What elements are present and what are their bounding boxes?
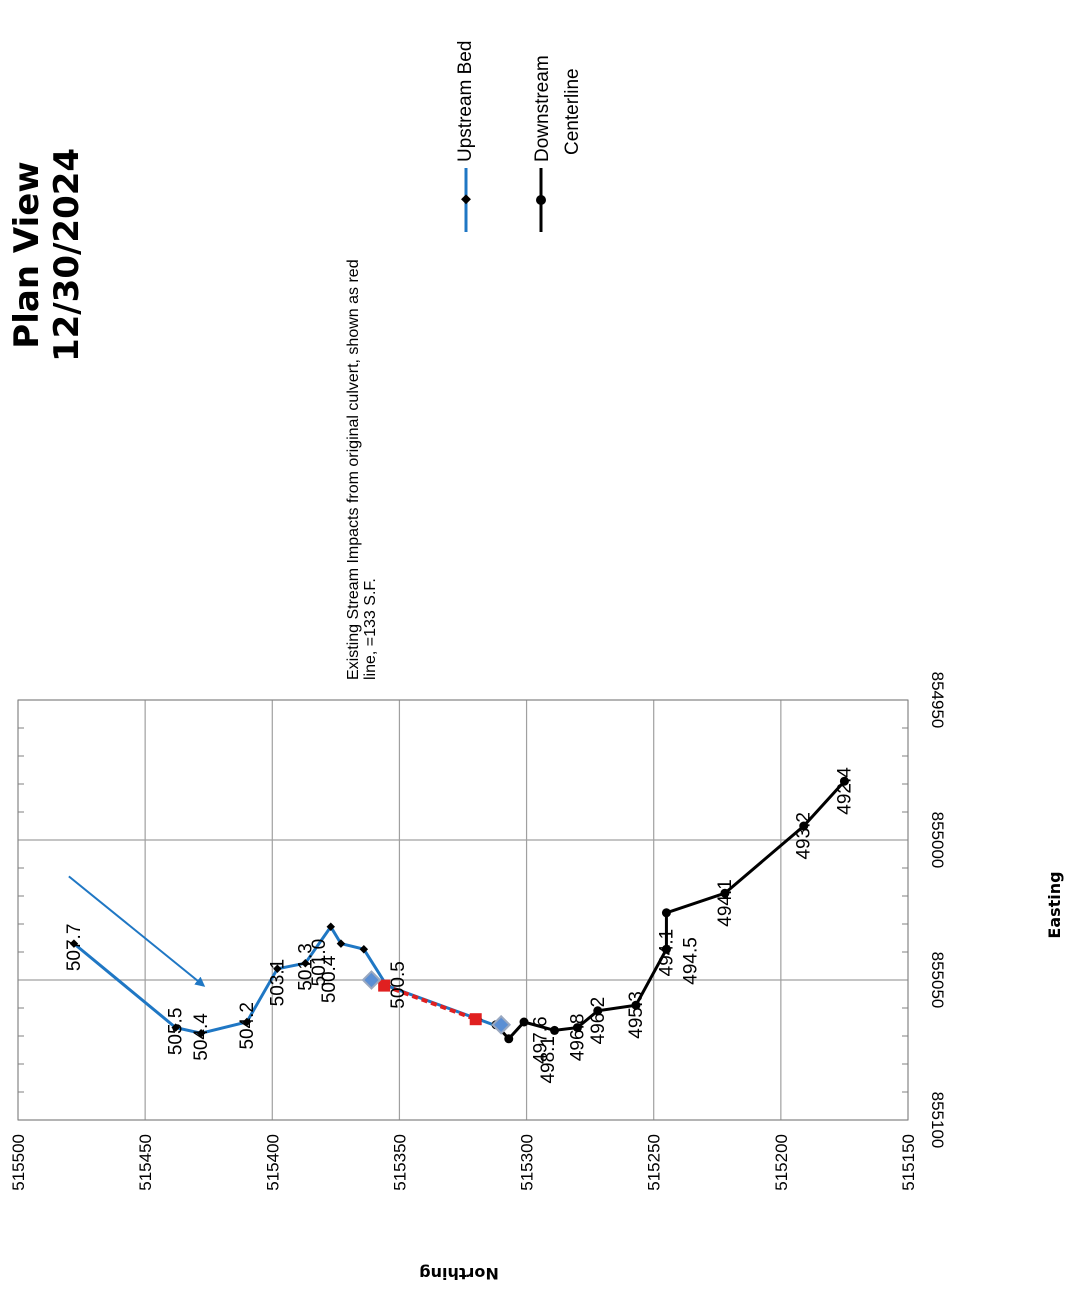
data-label: 494.5 <box>680 937 701 985</box>
chart-title-line-1: Plan View <box>7 161 47 348</box>
y-axis-title: Easting <box>1045 871 1064 938</box>
plot-area <box>17 699 909 1121</box>
y-tick-label: 854950 <box>928 672 947 729</box>
data-label: 494.1 <box>656 929 677 977</box>
data-point <box>326 922 336 932</box>
legend-label-upstream: Upstream Bed <box>455 41 476 162</box>
data-label: 496.8 <box>567 1014 588 1062</box>
legend-entry-upstream-bed: Upstream Bed <box>455 41 476 232</box>
data-label: 494.1 <box>715 879 736 927</box>
culvert-end-marker <box>361 970 382 990</box>
tick-labels: 515500 515450 515400 515350 515300 515250 5152… <box>9 672 947 1191</box>
x-tick-label: 515450 <box>136 1134 155 1191</box>
legend-marker-upstream <box>461 194 471 205</box>
x-tick-label: 515300 <box>518 1134 537 1191</box>
data-label: 500.4 <box>319 955 340 1003</box>
data-label: 493.2 <box>794 812 815 860</box>
data-point <box>469 1013 482 1026</box>
data-label: 497.6 <box>531 1016 552 1064</box>
data-point <box>799 821 809 831</box>
data-label: 501.3 <box>295 943 316 991</box>
culvert-end-marker <box>491 1014 512 1035</box>
x-tick-label: 515200 <box>772 1134 791 1191</box>
data-label: 503.1 <box>267 959 288 1007</box>
data-label: 505.5 <box>166 1008 187 1056</box>
legend: Upstream Bed Downstream Centerline <box>455 41 583 232</box>
legend-entry-downstream-centerline: Downstream Centerline <box>532 55 583 232</box>
data-point <box>273 964 282 974</box>
flow-direction-arrow <box>68 875 206 987</box>
x-tick-label: 515150 <box>899 1134 918 1191</box>
data-point <box>839 776 849 786</box>
data-point <box>519 1017 529 1027</box>
series-line-2 <box>383 983 477 1022</box>
data-point <box>720 888 730 898</box>
data-point <box>301 958 310 968</box>
series-line-1 <box>494 780 846 1042</box>
data-point <box>504 1034 514 1044</box>
y-tick-label: 855100 <box>928 1092 947 1149</box>
data-label: 500.5 <box>388 961 409 1009</box>
data-label: 507.7 <box>64 924 85 972</box>
y-tick-label: 855050 <box>928 952 947 1009</box>
grid <box>17 699 909 1121</box>
data-label: 496.2 <box>588 997 609 1045</box>
legend-label-downstream-1: Downstream <box>532 55 553 162</box>
data-point <box>378 979 391 992</box>
data-label: 501.0 <box>309 939 330 987</box>
data-point <box>593 1006 603 1016</box>
data-point <box>631 1000 641 1010</box>
y-tick-label: 855000 <box>928 812 947 869</box>
impact-annotation: Existing Stream Impacts from original cu… <box>345 259 379 680</box>
data-label: 492.4 <box>834 767 855 815</box>
x-tick-label: 515400 <box>263 1134 282 1191</box>
x-axis-title: Northing <box>419 1264 499 1283</box>
data-point <box>661 944 671 954</box>
x-tick-label: 515250 <box>645 1134 664 1191</box>
data-point <box>336 939 346 948</box>
series-line-0 <box>72 924 502 1035</box>
series-layer <box>68 776 849 1044</box>
data-point <box>661 908 671 918</box>
data-point <box>359 944 369 954</box>
legend-label-downstream-2: Centerline <box>562 68 583 155</box>
data-label: 504.4 <box>191 1013 212 1061</box>
x-tick-label: 515350 <box>390 1134 409 1191</box>
data-point <box>572 1023 582 1033</box>
annotation-line-1: Existing Stream Impacts from original cu… <box>345 259 362 680</box>
data-label: 504.2 <box>237 1002 258 1050</box>
data-label: 498.1 <box>538 1036 559 1084</box>
chart-title: Plan View 12/30/2024 <box>7 148 87 362</box>
chart-title-line-2: 12/30/2024 <box>47 148 87 362</box>
data-point <box>550 1025 560 1035</box>
x-tick-label: 515500 <box>9 1134 28 1191</box>
data-label: 495.3 <box>626 991 647 1039</box>
legend-marker-downstream <box>536 195 546 205</box>
point-labels: 507.7 505.5 504.4 504.2 503.1 501.3501.0500.4… <box>64 767 855 1084</box>
annotation-line-2: line, =133 S.F. <box>362 578 379 680</box>
